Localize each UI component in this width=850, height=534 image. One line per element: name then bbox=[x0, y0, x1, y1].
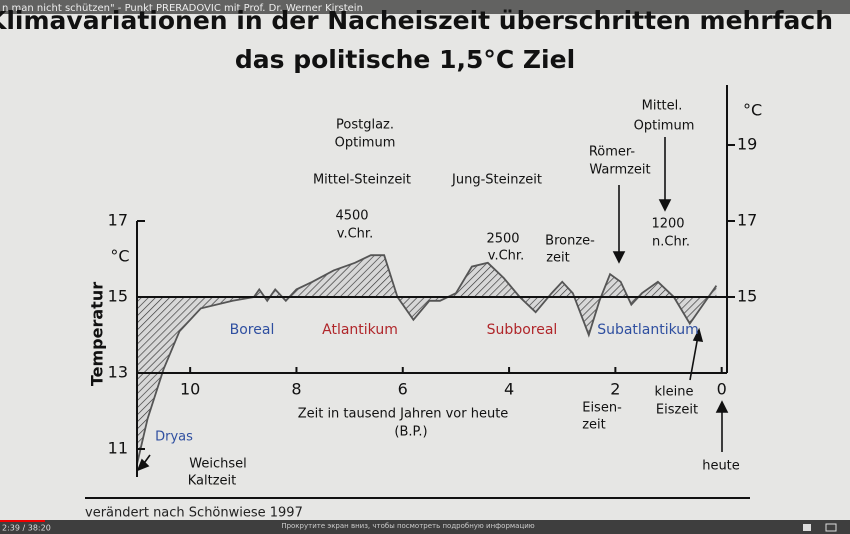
y-tick-label: 15 bbox=[108, 287, 128, 306]
x-tick-label: 2 bbox=[610, 380, 620, 399]
x-tick-label: 4 bbox=[504, 380, 514, 399]
x-tick-label: 10 bbox=[180, 380, 200, 399]
fullscreen-button[interactable] bbox=[825, 523, 837, 532]
annotation: Warmzeit bbox=[589, 163, 650, 178]
video-controls bbox=[0, 520, 850, 534]
video-time: 2:39 / 38:20 bbox=[2, 524, 51, 533]
x-tick-label: 6 bbox=[398, 380, 408, 399]
annotation: kleine bbox=[655, 385, 694, 400]
period-label: Atlantikum bbox=[322, 322, 398, 338]
y2-unit: °C bbox=[743, 101, 762, 120]
play-button[interactable] bbox=[803, 524, 811, 531]
annotation: v.Chr. bbox=[488, 249, 524, 264]
annotation: zeit bbox=[546, 251, 570, 266]
annotation: heute bbox=[702, 459, 740, 474]
annotation: zeit bbox=[582, 418, 606, 433]
annotation: Dryas bbox=[155, 430, 193, 445]
x-tick-label: 8 bbox=[291, 380, 301, 399]
annotation: Bronze- bbox=[545, 234, 595, 249]
y2-tick-label: 19 bbox=[737, 135, 757, 154]
progress bbox=[0, 520, 45, 522]
annotation: Optimum bbox=[634, 119, 695, 134]
annotation: Römer- bbox=[589, 145, 636, 160]
period-label: Subatlantikum bbox=[597, 322, 699, 338]
annotation: Weichsel bbox=[189, 457, 246, 472]
source: verändert nach Schönwiese 1997 bbox=[85, 506, 303, 521]
period-label: Subboreal bbox=[487, 322, 558, 338]
annotation: Mittel. bbox=[642, 99, 683, 114]
annotation: 2500 bbox=[486, 232, 519, 247]
annotation: Jung-Steinzeit bbox=[451, 173, 542, 188]
y-tick-label: 13 bbox=[108, 363, 128, 382]
scroll-hint: Прокрутите экран вниз, чтобы посмотреть … bbox=[281, 522, 534, 530]
annotation: n.Chr. bbox=[652, 235, 690, 250]
slide-title: Klimavariationen in der Nacheiszeit über… bbox=[0, 6, 833, 35]
y2-tick-label: 15 bbox=[737, 287, 757, 306]
y-tick-label: 11 bbox=[108, 439, 128, 458]
video-top-bar bbox=[0, 0, 850, 14]
annotation: 4500 bbox=[335, 209, 368, 224]
annotation: Mittel-Steinzeit bbox=[313, 173, 411, 188]
y-unit: °C bbox=[110, 247, 129, 266]
x-tick-label: 0 bbox=[717, 380, 727, 399]
arrows bbox=[136, 137, 729, 472]
x-axis-label-sub: (B.P.) bbox=[394, 425, 427, 440]
annotation: Kaltzeit bbox=[188, 474, 237, 489]
period-label: Boreal bbox=[230, 322, 275, 338]
video-title: n man nicht schützen" - Punkt PRERADOVIC… bbox=[2, 3, 363, 14]
slide-title: das politische 1,5°C Ziel bbox=[235, 45, 575, 74]
y-tick-label: 17 bbox=[108, 211, 128, 230]
y2-tick-label: 17 bbox=[737, 211, 757, 230]
annotation: Postglaz. bbox=[336, 118, 394, 133]
annotation: Eiszeit bbox=[656, 403, 698, 418]
y-axis-label: Temperatur bbox=[88, 282, 107, 386]
x-axis-label: Zeit in tausend Jahren vor heute bbox=[298, 407, 509, 422]
annotation: v.Chr. bbox=[337, 227, 373, 242]
annotation: 1200 bbox=[651, 217, 684, 232]
temperature-line bbox=[136, 254, 718, 465]
annotation: Optimum bbox=[335, 136, 396, 151]
annotation: Eisen- bbox=[582, 401, 622, 416]
